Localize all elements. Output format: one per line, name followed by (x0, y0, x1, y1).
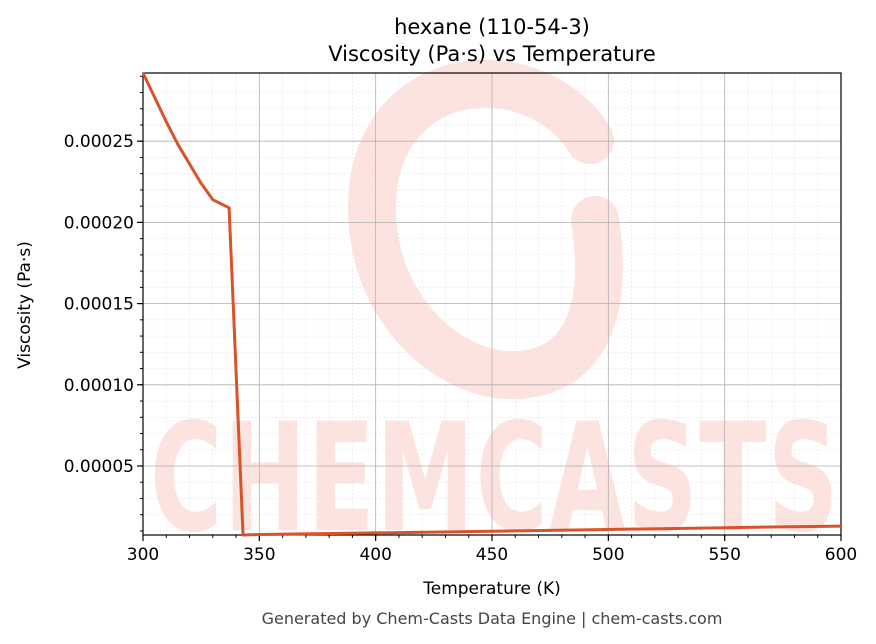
x-tick-label: 550 (708, 545, 740, 565)
x-tick-label: 500 (592, 545, 624, 565)
y-axis-label: Viscosity (Pa·s) (15, 241, 35, 369)
watermark-text: CHEMCASTS (150, 392, 840, 566)
series-line (141, 72, 842, 537)
x-axis-label: Temperature (K) (422, 579, 561, 599)
x-tick-label: 350 (243, 545, 275, 565)
watermark-logo-icon (348, 59, 623, 400)
chart-title: hexane (110-54-3) (394, 15, 590, 39)
x-tick-label: 300 (127, 545, 159, 565)
footer-credit: Generated by Chem-Casts Data Engine | ch… (262, 609, 723, 628)
y-tick-label: 0.00015 (64, 295, 134, 315)
series-group (141, 72, 842, 537)
x-tick-label: 400 (359, 545, 391, 565)
y-tick-label: 0.00020 (64, 213, 134, 233)
y-tick-label: 0.00010 (64, 376, 134, 396)
x-axis: 300 350 400 450 500 550 600 (127, 535, 857, 565)
chart-subtitle: Viscosity (Pa·s) vs Temperature (328, 42, 656, 66)
y-tick-label: 0.00005 (64, 457, 134, 477)
x-tick-label: 600 (825, 545, 857, 565)
x-tick-label: 450 (476, 545, 508, 565)
y-tick-label: 0.00025 (64, 132, 134, 152)
y-axis: 0.00005 0.00010 0.00015 0.00020 0.00025 (64, 75, 143, 532)
major-grid (142, 73, 842, 535)
watermark: CHEMCASTS (150, 59, 840, 566)
